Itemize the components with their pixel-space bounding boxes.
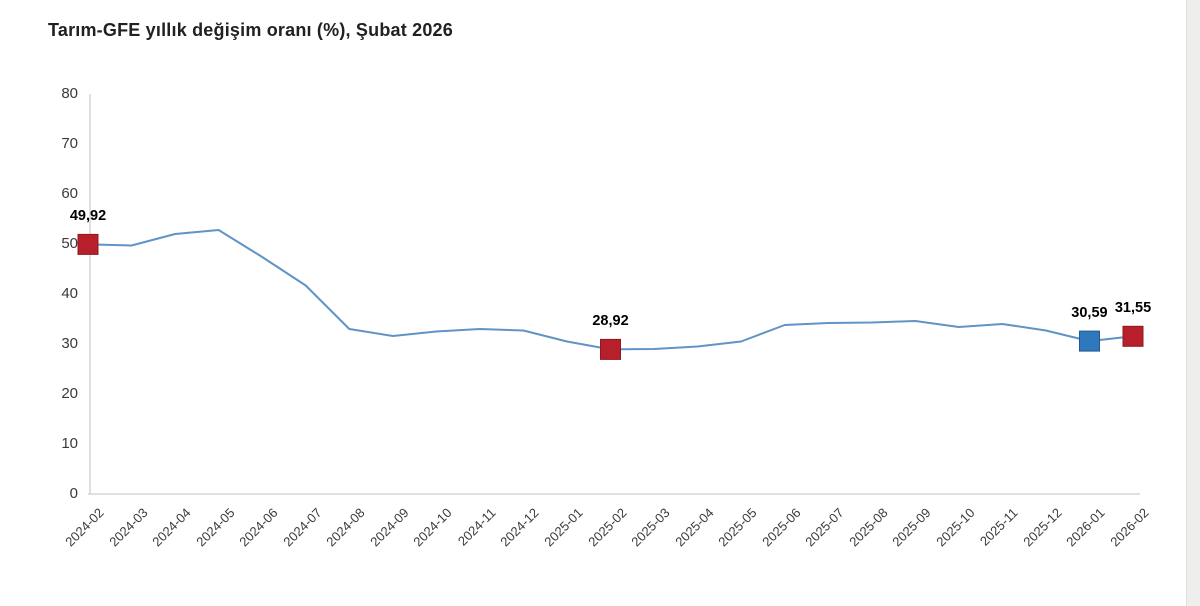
y-tick-label-70: 70	[61, 135, 78, 152]
value-label-2026-01: 30,59	[1071, 305, 1108, 322]
marker-2024-02	[77, 233, 99, 255]
y-tick-label-0: 0	[69, 485, 78, 502]
vertical-scrollbar[interactable]	[1186, 0, 1200, 606]
y-tick-label-40: 40	[61, 285, 78, 302]
y-tick-label-80: 80	[61, 85, 78, 102]
marker-2025-02	[600, 338, 621, 360]
value-label-2026-02: 31,55	[1114, 300, 1152, 317]
marker-group	[77, 233, 1144, 360]
chart-title: Tarım-GFE yıllık değişim oranı (%), Şuba…	[48, 20, 453, 40]
line-series	[87, 229, 1134, 351]
y-tick-label-30: 30	[61, 335, 78, 352]
y-tick-label-20: 20	[61, 385, 78, 402]
y-tick-label-60: 60	[61, 185, 78, 202]
y-tick-label-10: 10	[61, 435, 78, 452]
y-tick-label-50: 50	[61, 235, 78, 252]
value-label-2025-02: 28,92	[592, 313, 629, 330]
marker-2026-02	[1122, 325, 1144, 347]
value-label-2024-02: 49,92	[69, 208, 107, 225]
marker-2026-01	[1079, 330, 1100, 352]
